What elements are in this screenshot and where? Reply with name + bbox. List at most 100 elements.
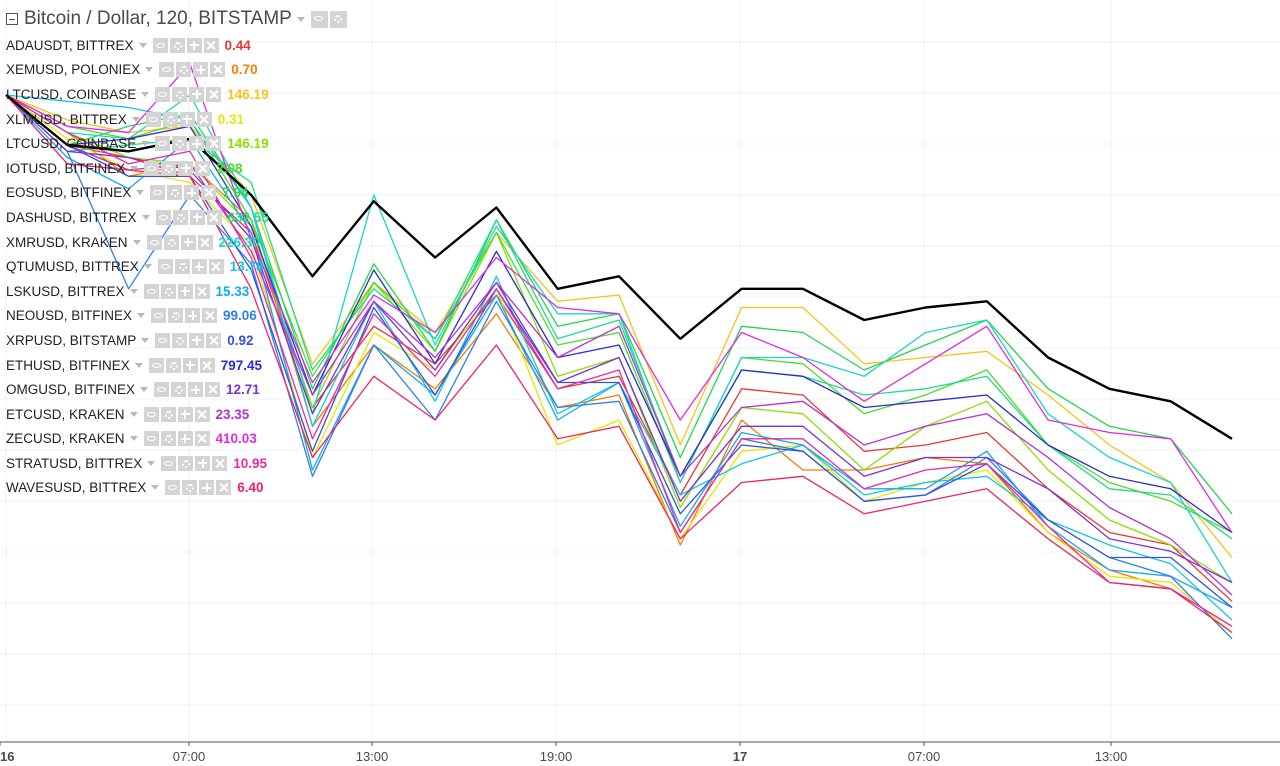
legend-item[interactable]: ADAUSDT, BITTREX 0.44: [6, 33, 269, 58]
settings-icon[interactable]: [160, 283, 176, 299]
legend-item[interactable]: LTCUSD, COINBASE 146.19: [6, 131, 269, 156]
legend-menu-icon[interactable]: [141, 214, 150, 220]
settings-icon[interactable]: [168, 308, 184, 324]
close-icon[interactable]: [206, 136, 222, 152]
legend-item[interactable]: WAVESUSD, BITTREX 6.40: [6, 476, 269, 501]
add-icon[interactable]: [177, 406, 193, 422]
legend-menu-icon[interactable]: [130, 165, 139, 171]
legend-menu-icon[interactable]: [140, 387, 149, 393]
legend-menu-icon[interactable]: [141, 141, 150, 147]
eye-icon[interactable]: [159, 62, 175, 78]
close-icon[interactable]: [194, 431, 210, 447]
eye-icon[interactable]: [155, 86, 171, 102]
add-icon[interactable]: [189, 332, 205, 348]
legend-menu-icon[interactable]: [132, 239, 141, 245]
add-icon[interactable]: [189, 136, 205, 152]
close-icon[interactable]: [194, 406, 210, 422]
eye-icon[interactable]: [157, 259, 173, 275]
close-icon[interactable]: [197, 234, 213, 250]
legend-item[interactable]: LSKUSD, BITTREX 15.33: [6, 279, 269, 304]
eye-icon[interactable]: [143, 406, 159, 422]
legend-menu-icon[interactable]: [141, 91, 150, 97]
legend-menu-icon[interactable]: [129, 436, 138, 442]
add-icon[interactable]: [185, 308, 201, 324]
legend-menu-icon[interactable]: [134, 362, 143, 368]
legend-menu-icon[interactable]: [131, 116, 140, 122]
add-icon[interactable]: [179, 111, 195, 127]
settings-icon[interactable]: [165, 357, 181, 373]
main-series-eye-icon[interactable]: [310, 10, 328, 28]
add-icon[interactable]: [199, 480, 215, 496]
settings-icon[interactable]: [167, 185, 183, 201]
add-icon[interactable]: [193, 62, 209, 78]
legend-menu-icon[interactable]: [129, 288, 138, 294]
legend-item[interactable]: DASHUSD, BITTREX 632.55: [6, 205, 269, 230]
add-icon[interactable]: [180, 234, 196, 250]
close-icon[interactable]: [194, 283, 210, 299]
legend-item[interactable]: ETCUSD, KRAKEN 23.35: [6, 402, 269, 427]
legend-item[interactable]: ETHUSD, BITFINEX 797.45: [6, 353, 269, 378]
eye-icon[interactable]: [161, 455, 177, 471]
close-icon[interactable]: [206, 86, 222, 102]
close-icon[interactable]: [202, 308, 218, 324]
settings-icon[interactable]: [160, 406, 176, 422]
legend-item[interactable]: XRPUSD, BITSTAMP 0.92: [6, 328, 269, 353]
settings-icon[interactable]: [172, 86, 188, 102]
legend-menu-icon[interactable]: [129, 411, 138, 417]
add-icon[interactable]: [182, 357, 198, 373]
legend-menu-icon[interactable]: [136, 190, 145, 196]
settings-icon[interactable]: [161, 160, 177, 176]
settings-icon[interactable]: [162, 111, 178, 127]
settings-icon[interactable]: [182, 480, 198, 496]
settings-icon[interactable]: [172, 209, 188, 225]
legend-item[interactable]: QTUMUSD, BITTREX 13.78: [6, 254, 269, 279]
legend-item[interactable]: IOTUSD, BITFINEX 2.08: [6, 156, 269, 181]
legend-item[interactable]: XMRUSD, KRAKEN 226.30: [6, 230, 269, 255]
close-icon[interactable]: [201, 185, 217, 201]
close-icon[interactable]: [199, 357, 215, 373]
legend-menu-icon[interactable]: [143, 264, 152, 270]
eye-icon[interactable]: [145, 111, 161, 127]
add-icon[interactable]: [177, 283, 193, 299]
add-icon[interactable]: [177, 431, 193, 447]
close-icon[interactable]: [212, 455, 228, 471]
legend-menu-icon[interactable]: [147, 460, 156, 466]
collapse-legend-button[interactable]: [6, 13, 18, 25]
legend-item[interactable]: ZECUSD, KRAKEN 410.03: [6, 427, 269, 452]
add-icon[interactable]: [189, 86, 205, 102]
main-series-settings-icon[interactable]: [329, 10, 347, 28]
close-icon[interactable]: [203, 37, 219, 53]
eye-icon[interactable]: [155, 136, 171, 152]
eye-icon[interactable]: [155, 332, 171, 348]
settings-icon[interactable]: [178, 455, 194, 471]
close-icon[interactable]: [195, 160, 211, 176]
legend-item[interactable]: LTCUSD, COINBASE 146.19: [6, 82, 269, 107]
eye-icon[interactable]: [148, 357, 164, 373]
legend-menu-icon[interactable]: [141, 337, 150, 343]
eye-icon[interactable]: [146, 234, 162, 250]
settings-icon[interactable]: [169, 37, 185, 53]
close-icon[interactable]: [208, 259, 224, 275]
eye-icon[interactable]: [154, 382, 170, 398]
add-icon[interactable]: [186, 37, 202, 53]
eye-icon[interactable]: [144, 160, 160, 176]
eye-icon[interactable]: [143, 431, 159, 447]
settings-icon[interactable]: [172, 136, 188, 152]
legend-item[interactable]: XLMUSD, BITTREX 0.31: [6, 107, 269, 132]
legend-item[interactable]: STRATUSD, BITTREX 10.95: [6, 451, 269, 476]
close-icon[interactable]: [210, 62, 226, 78]
legend-item[interactable]: EOSUSD, BITFINEX 7.94: [6, 181, 269, 206]
add-icon[interactable]: [188, 382, 204, 398]
add-icon[interactable]: [184, 185, 200, 201]
eye-icon[interactable]: [143, 283, 159, 299]
close-icon[interactable]: [206, 209, 222, 225]
main-series-menu-icon[interactable]: [296, 16, 305, 22]
eye-icon[interactable]: [151, 308, 167, 324]
eye-icon[interactable]: [150, 185, 166, 201]
add-icon[interactable]: [195, 455, 211, 471]
legend-item[interactable]: NEOUSD, BITFINEX 99.06: [6, 304, 269, 329]
legend-menu-icon[interactable]: [151, 485, 160, 491]
settings-icon[interactable]: [163, 234, 179, 250]
settings-icon[interactable]: [172, 332, 188, 348]
